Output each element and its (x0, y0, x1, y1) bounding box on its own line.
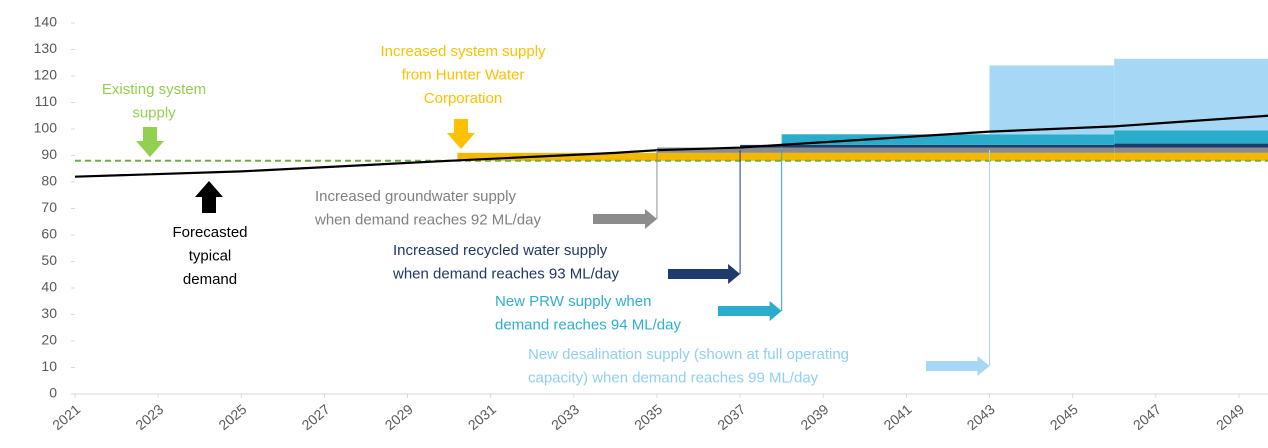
supply-step (989, 147, 1115, 153)
x-tick-label: 2031 (465, 401, 499, 433)
annotation: demand (183, 271, 237, 288)
annotation: when demand reaches 92 ML/day (314, 211, 541, 228)
x-tick-label: 2041 (881, 401, 915, 433)
x-tick-label: 2035 (631, 401, 665, 433)
y-tick-label: 130 (34, 40, 58, 56)
annotation: New PRW supply when (495, 293, 651, 310)
y-tick-label: 40 (41, 279, 57, 295)
y-tick-label: 0 (49, 385, 57, 401)
x-tick-label: 2047 (1130, 401, 1164, 433)
annotation: when demand reaches 93 ML/day (392, 265, 619, 282)
annotation: typical (189, 247, 232, 264)
demand-line (74, 114, 1268, 178)
supply-step (656, 152, 741, 161)
annotation: Increased system supply (380, 43, 546, 60)
supply-step (457, 152, 657, 161)
annotation: Increased groundwater supply (315, 188, 516, 205)
supply-step (740, 147, 782, 153)
y-tick-label: 110 (35, 93, 58, 109)
x-tick-label: 2033 (548, 401, 582, 433)
y-tick-label: 20 (41, 332, 57, 348)
y-tick-label: 10 (41, 358, 57, 374)
y-tick-label: 50 (41, 252, 57, 268)
annotation: capacity) when demand reaches 99 ML/day (528, 369, 819, 386)
y-tick-label: 100 (34, 120, 58, 136)
x-tick-label: 2025 (215, 401, 249, 433)
arrow (668, 264, 741, 284)
annotation: Corporation (424, 90, 502, 107)
supply-step (1114, 143, 1268, 148)
y-tick-label: 90 (41, 146, 57, 162)
annotation: from Hunter Water (402, 66, 525, 83)
supply-step (1114, 130, 1268, 144)
x-tick-label: 2021 (49, 401, 83, 433)
y-tick-label: 120 (34, 67, 58, 83)
annotation: Increased recycled water supply (393, 242, 608, 259)
x-tick-label: 2045 (1047, 401, 1081, 433)
supply-step (656, 147, 741, 153)
supply-step (781, 144, 990, 148)
supply-step (989, 152, 1115, 161)
supply-step (1114, 147, 1268, 153)
annotation: New desalination supply (shown at full o… (528, 346, 849, 363)
supply-step (1114, 58, 1268, 131)
supply-step (740, 152, 782, 161)
x-tick-label: 2023 (132, 401, 166, 433)
x-tick-label: 2037 (714, 401, 748, 433)
y-tick-label: 80 (41, 173, 57, 189)
arrow (593, 209, 657, 229)
arrow (136, 127, 164, 157)
y-tick-label: 140 (34, 14, 58, 30)
x-tick-label: 2049 (1213, 401, 1247, 433)
arrow (926, 356, 990, 376)
annotation: Existing system (102, 81, 206, 98)
arrow (195, 181, 223, 213)
supply-step (781, 134, 990, 145)
arrow (447, 119, 475, 149)
x-tick-label: 2027 (299, 401, 333, 433)
y-tick-label: 60 (41, 226, 57, 242)
annotation: supply (132, 104, 176, 121)
y-tick-label: 70 (41, 199, 57, 215)
arrow (718, 301, 782, 321)
supply-step (1114, 152, 1268, 161)
supply-step (781, 147, 990, 153)
x-tick-label: 2039 (797, 401, 831, 433)
x-tick-label: 2029 (382, 401, 416, 433)
annotation: Forecasted (172, 224, 247, 241)
supply-step (989, 134, 1115, 145)
x-tick-label: 2043 (964, 401, 998, 433)
y-tick-label: 30 (41, 305, 57, 321)
supply-step (989, 144, 1115, 148)
annotation: demand reaches 94 ML/day (495, 316, 681, 333)
supply-step (781, 152, 990, 161)
supply-step (989, 65, 1115, 135)
